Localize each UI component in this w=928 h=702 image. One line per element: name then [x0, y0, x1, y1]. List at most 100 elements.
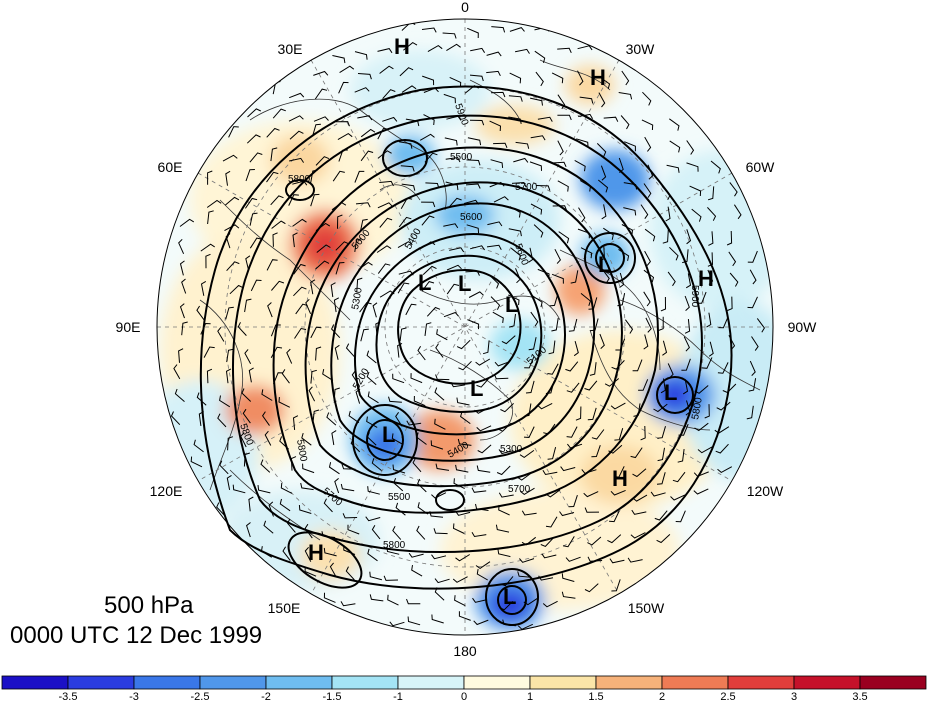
- wind-barb: [662, 340, 668, 356]
- wind-barb: [568, 494, 578, 508]
- wind-barb: [486, 244, 502, 250]
- wind-barb: [540, 537, 554, 547]
- wind-barb: [335, 121, 350, 127]
- wind-barb: [560, 466, 576, 472]
- wind-barb: [377, 263, 391, 274]
- wind-barb: [245, 169, 255, 182]
- wind-barb: [640, 204, 649, 219]
- wind-barb: [248, 367, 254, 383]
- wind-barb: [406, 420, 422, 426]
- colorbar-label: -1: [393, 691, 403, 702]
- wind-barb: [598, 92, 606, 108]
- wind-barb: [249, 237, 262, 249]
- wind-barb: [302, 463, 315, 474]
- wind-barb: [467, 27, 479, 39]
- wind-barb: [323, 592, 336, 603]
- contour-label: 5700: [508, 484, 531, 495]
- wind-barb: [565, 361, 579, 372]
- wind-barb: [224, 196, 240, 206]
- wind-barb: [178, 238, 185, 255]
- wind-barb: [620, 115, 630, 130]
- wind-barb: [310, 279, 316, 295]
- wind-barb: [494, 361, 510, 367]
- wind-barb: [570, 270, 579, 284]
- wind-barb: [708, 231, 714, 246]
- wind-barb: [707, 252, 714, 267]
- wind-barb: [371, 458, 382, 471]
- wind-barb: [535, 71, 544, 87]
- wind-barb: [708, 341, 714, 357]
- wind-barb: [219, 395, 231, 408]
- wind-barb: [377, 150, 392, 159]
- contour-label: 5800: [294, 439, 309, 463]
- wind-barb: [551, 317, 559, 332]
- wind-barb: [576, 138, 589, 148]
- wind-barb: [367, 548, 378, 562]
- wind-barb: [357, 73, 372, 80]
- wind-barb: [476, 425, 492, 432]
- wind-barb: [326, 412, 337, 426]
- wind-barb: [551, 72, 564, 84]
- wind-barb: [603, 227, 614, 240]
- wind-barb: [366, 350, 377, 364]
- wind-barb: [288, 194, 299, 206]
- wind-barb: [517, 472, 532, 481]
- wind-barb: [624, 141, 636, 152]
- wind-barb: [387, 594, 399, 606]
- colorbar-box: [793, 675, 861, 690]
- wind-barb: [669, 246, 679, 261]
- wind-barb: [508, 95, 523, 102]
- closed-low-4: [595, 243, 625, 273]
- low-center: L: [598, 252, 611, 277]
- wind-barb: [435, 463, 450, 471]
- wind-barb: [665, 206, 671, 222]
- wind-barb: [627, 557, 643, 563]
- wind-barb: [267, 302, 273, 318]
- wind-barb: [453, 478, 465, 490]
- wind-barb: [579, 96, 594, 104]
- wind-barb: [587, 536, 602, 546]
- wind-barb: [643, 334, 649, 350]
- colorbar-box: [727, 675, 795, 690]
- wind-barb: [591, 429, 605, 440]
- contour-label: 5500: [450, 152, 473, 163]
- wind-barb: [486, 51, 502, 57]
- wind-barb: [642, 91, 652, 106]
- polar-stereographic-map: 5900 5800 5700 5600 5400 5500 5300 5200 …: [116, 0, 818, 659]
- colorbar-box: [661, 675, 729, 690]
- wind-barb: [241, 388, 252, 402]
- closed-low-2: [366, 419, 404, 461]
- wind-barb: [246, 522, 251, 538]
- colorbar: -3.5 -3 -2.5 -2 -1.5 -1 0 1 1.5 2 2.5 3 3.5: [1, 675, 927, 702]
- wind-barb: [354, 170, 365, 183]
- wind-barb: [641, 119, 654, 131]
- wind-barb: [280, 482, 293, 494]
- closed-low-7: [382, 139, 428, 177]
- wind-barb: [310, 326, 322, 339]
- colorbar-label: 3.5: [852, 691, 867, 702]
- wind-barb: [435, 343, 444, 358]
- wind-barb: [509, 27, 525, 32]
- wind-barb: [519, 487, 535, 496]
- wind-barb: [224, 224, 240, 232]
- wind-barb: [422, 75, 435, 86]
- lon-label-30e: 30E: [278, 41, 303, 57]
- wind-barb: [748, 378, 757, 392]
- wind-barbs: [170, 21, 766, 630]
- wind-barb: [611, 579, 621, 592]
- high-center: H: [698, 266, 714, 291]
- low-center: L: [503, 584, 516, 609]
- wind-barb: [417, 478, 427, 493]
- wind-barb: [313, 116, 329, 122]
- wind-barb: [322, 369, 334, 381]
- wind-barb: [354, 51, 368, 60]
- contour-5500: [330, 202, 596, 462]
- wind-barb: [369, 594, 384, 602]
- wind-barb: [549, 293, 559, 307]
- wind-barb: [226, 348, 234, 363]
- wind-barb: [181, 278, 187, 294]
- wind-barb: [554, 248, 562, 264]
- wind-barb: [630, 532, 646, 539]
- wind-barb: [650, 491, 666, 497]
- wind-barb: [354, 87, 370, 93]
